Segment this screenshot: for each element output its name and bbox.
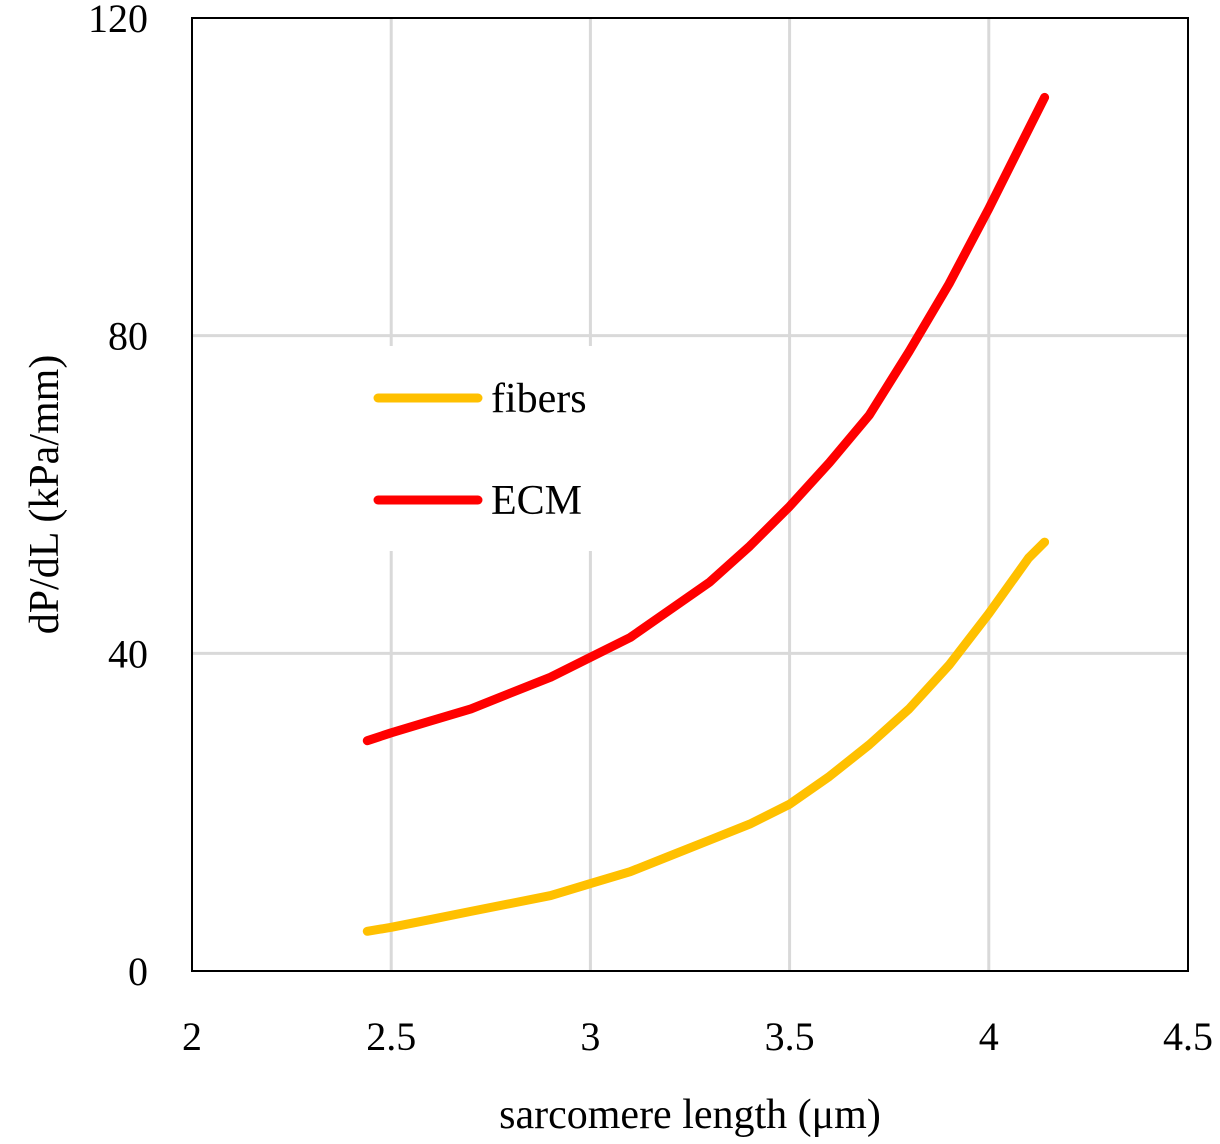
- grid-lines: [192, 18, 1188, 971]
- x-tick-label: 3.5: [765, 1014, 815, 1059]
- legend-background: [360, 346, 630, 551]
- y-tick-label: 120: [88, 0, 148, 41]
- legend-label-fibers: fibers: [491, 376, 587, 422]
- y-axis-title: dP/dL (kPa/mm): [22, 355, 68, 635]
- x-axis-title: sarcomere length (μm): [499, 1092, 881, 1138]
- x-tick-label: 2.5: [366, 1014, 416, 1059]
- tick-labels: 2 2.5 3 3.5 4 4.5 0 40 80 120: [88, 0, 1213, 1059]
- series-lines: [362, 92, 1050, 936]
- x-tick-label: 4.5: [1163, 1014, 1213, 1059]
- legend: fibers ECM: [360, 346, 630, 551]
- series-line-ecm: [362, 92, 1050, 746]
- plot-frame: [191, 17, 1189, 972]
- y-tick-label: 40: [108, 631, 148, 676]
- x-tick-label: 4: [979, 1014, 999, 1059]
- series-line-fibers: [362, 537, 1050, 936]
- x-tick-label: 3: [580, 1014, 600, 1059]
- x-tick-label: 2: [182, 1014, 202, 1059]
- y-tick-label: 80: [108, 314, 148, 359]
- y-tick-label: 0: [128, 949, 148, 994]
- legend-label-ecm: ECM: [491, 478, 582, 524]
